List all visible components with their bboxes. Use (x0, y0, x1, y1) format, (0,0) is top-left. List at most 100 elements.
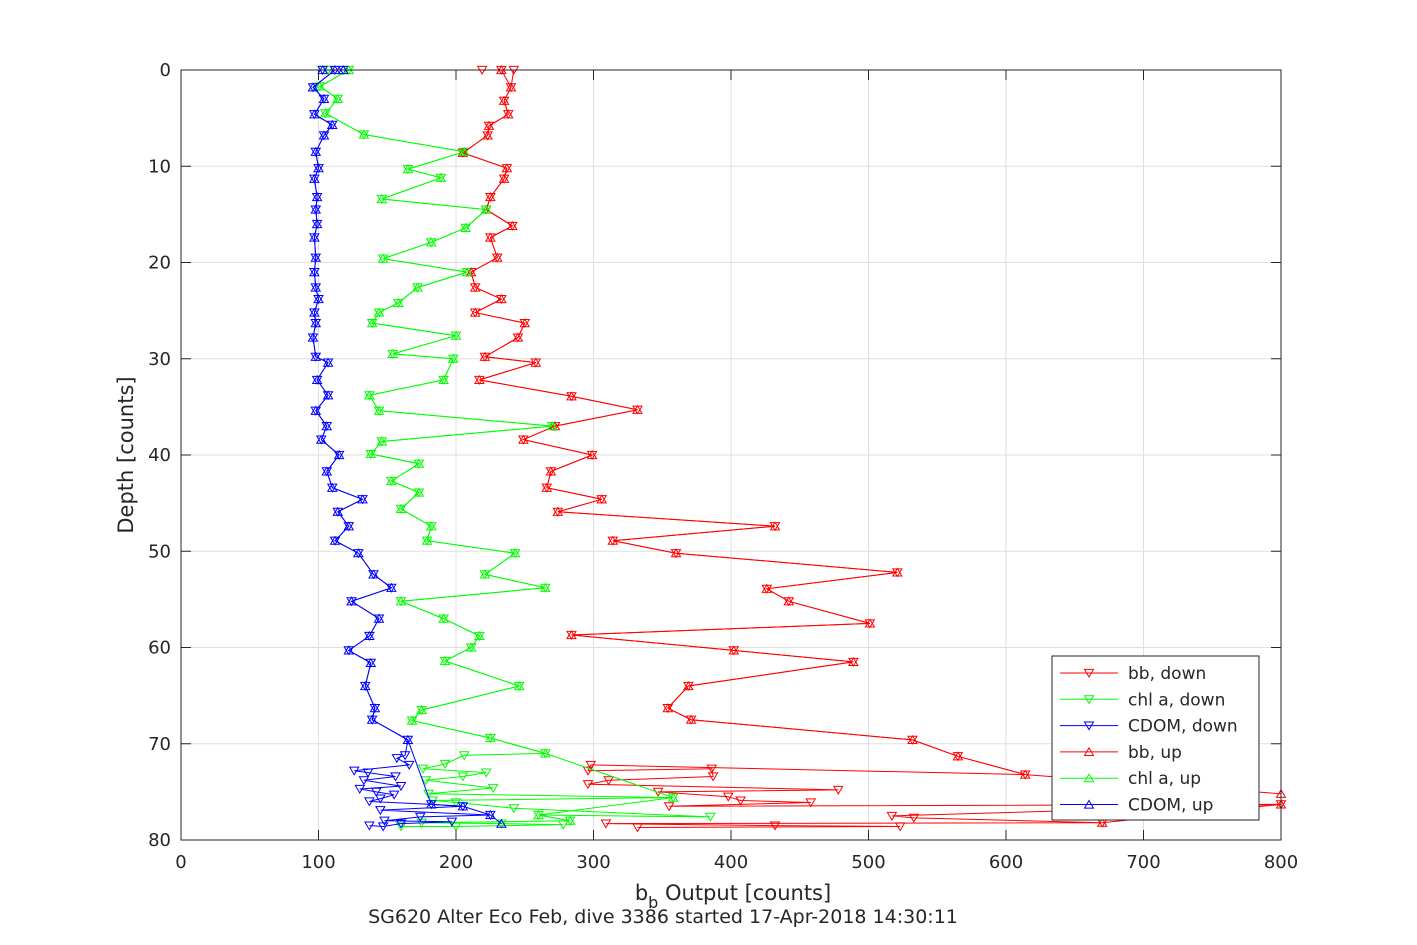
data-point (310, 204, 322, 214)
data-point (707, 772, 719, 782)
data-point (309, 307, 320, 317)
legend-entry: bb, down (1060, 664, 1206, 684)
series-line (312, 69, 502, 824)
data-point (566, 391, 577, 401)
data-point (474, 374, 485, 385)
data-point (582, 780, 594, 790)
data-point (368, 569, 379, 579)
data-point (359, 680, 371, 691)
data-point (412, 282, 423, 292)
data-point (908, 813, 920, 823)
data-point (343, 521, 355, 531)
data-point (519, 318, 531, 328)
data-point (518, 434, 529, 444)
data-point (728, 645, 740, 655)
data-point (403, 760, 415, 770)
data-point (458, 146, 470, 156)
data-point (365, 449, 377, 459)
data-point (358, 776, 370, 786)
y-tick-label: 50 (148, 541, 171, 562)
data-point (364, 797, 375, 807)
data-point (783, 596, 795, 606)
data-point (505, 82, 517, 92)
data-point (907, 734, 918, 744)
data-point (377, 822, 389, 832)
data-point (362, 768, 374, 778)
data-point (373, 405, 385, 415)
data-point (439, 759, 451, 769)
data-point (399, 751, 411, 761)
data-point (414, 812, 426, 822)
data-point (421, 535, 433, 545)
data-point (487, 783, 499, 794)
data-point (439, 655, 451, 666)
data-point (310, 405, 322, 415)
data-point (417, 764, 429, 774)
series-line (318, 69, 674, 822)
data-point (586, 449, 598, 460)
data-point (545, 466, 557, 476)
data-point (423, 789, 434, 799)
data-point (485, 232, 496, 242)
data-point (566, 629, 577, 640)
data-point (311, 192, 323, 202)
data-point (483, 120, 495, 130)
data-point (364, 821, 375, 831)
data-point (482, 130, 493, 140)
data-point (461, 267, 473, 277)
data-point (377, 253, 389, 263)
legend-swatch-marker (1083, 746, 1095, 756)
data-point (311, 374, 323, 385)
data-point (450, 330, 462, 340)
legend-box (1051, 655, 1260, 821)
data-point (667, 792, 679, 802)
data-point (321, 466, 333, 476)
legend: bb, down chl a, down CDOM, down bb, up chl a… (1051, 655, 1260, 821)
data-point (600, 819, 612, 829)
data-point (388, 790, 400, 800)
data-point (446, 817, 458, 827)
data-point (663, 802, 675, 812)
data-point (333, 449, 345, 460)
data-point (894, 822, 906, 832)
data-point (892, 567, 903, 577)
data-point (496, 294, 507, 304)
data-point (735, 796, 746, 806)
data-point (379, 816, 390, 826)
data-point (683, 680, 694, 691)
data-point (346, 596, 357, 606)
data-point (509, 548, 521, 558)
data-point (480, 204, 492, 214)
data-point (805, 798, 817, 808)
data-point (309, 267, 320, 277)
data-point (540, 748, 551, 758)
data-point (457, 772, 469, 782)
x-tick-label: 100 (301, 852, 335, 873)
x-tick-label: 700 (1126, 852, 1160, 873)
data-point (564, 815, 576, 825)
data-point (326, 482, 338, 492)
data-point (315, 434, 327, 444)
data-point (332, 506, 344, 516)
data-point (585, 760, 597, 770)
x-tick-label: 200 (439, 852, 473, 873)
data-point (508, 804, 520, 814)
data-point (309, 109, 320, 119)
data-point (425, 237, 437, 247)
legend-label: bb, down (1128, 664, 1206, 684)
data-point (469, 307, 481, 317)
data-point (438, 374, 449, 385)
legend-swatch-marker (1083, 721, 1095, 731)
legend-swatch-marker (1083, 695, 1095, 705)
data-point (416, 705, 427, 715)
data-point (364, 630, 375, 641)
data-point (474, 630, 485, 641)
x-axis-label-rest: Output [counts] (658, 881, 831, 905)
series-5 (307, 64, 507, 828)
data-point (353, 548, 364, 558)
data-point (498, 173, 510, 183)
legend-label: chl a, up (1128, 769, 1201, 789)
data-point (390, 772, 401, 782)
tick-marks (180, 69, 1282, 841)
data-point (540, 582, 551, 592)
